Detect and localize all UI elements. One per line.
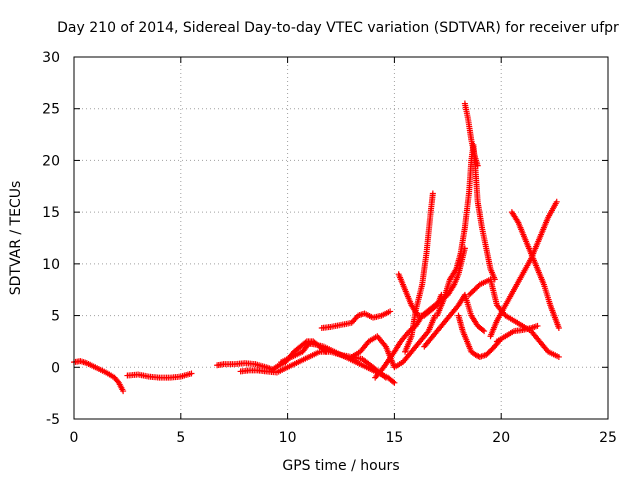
axis-ticks (73, 56, 609, 420)
data-point (553, 198, 560, 205)
y-axis-label: SDTVAR / TECUs (8, 181, 24, 296)
y-tick-label: 30 (42, 50, 60, 66)
x-tick-label: 0 (70, 430, 79, 446)
y-tick-label: -5 (46, 412, 60, 428)
series-arc16 (493, 322, 541, 345)
x-tick-label: 10 (279, 430, 297, 446)
data-point (429, 190, 436, 197)
data-point (479, 327, 486, 334)
series-arc6 (318, 308, 394, 331)
y-tick-label: 10 (42, 257, 60, 273)
data-point (555, 353, 562, 360)
series-arc12 (434, 141, 498, 319)
data-point (391, 379, 398, 386)
y-tick-label: 0 (51, 360, 60, 376)
tick-labels: 0 5 10 15 20 25 -5 0 5 10 15 20 25 30 (42, 50, 617, 446)
plot-frame (73, 56, 609, 420)
data-point (390, 378, 397, 385)
y-tick-label: 20 (42, 153, 60, 169)
data-point (555, 324, 562, 331)
series-arc18 (508, 209, 562, 331)
series-arc10 (402, 190, 436, 355)
data-point (475, 282, 482, 289)
x-tick-label: 20 (492, 430, 510, 446)
data-point (188, 370, 195, 377)
data-point (481, 328, 488, 335)
y-tick-label: 25 (42, 102, 60, 118)
data-point (304, 341, 311, 348)
data-points (71, 100, 562, 395)
y-tick-label: 5 (51, 309, 60, 325)
series-arc1 (71, 358, 127, 395)
data-point (120, 388, 127, 395)
y-tick-label: 15 (42, 205, 60, 221)
grid-lines (74, 57, 608, 419)
data-point (387, 308, 394, 315)
series-arc5 (278, 340, 398, 386)
chart-title: Day 210 of 2014, Sidereal Day-to-day VTE… (57, 20, 619, 36)
data-point (534, 322, 541, 329)
series-arc2 (124, 370, 195, 381)
x-axis-label: GPS time / hours (282, 458, 399, 474)
series-arc11 (421, 291, 488, 350)
series-arc13 (461, 100, 481, 169)
x-tick-label: 5 (176, 430, 185, 446)
x-tick-label: 25 (599, 430, 617, 446)
x-tick-label: 15 (385, 430, 403, 446)
series-arc14 (455, 312, 503, 360)
series-arc17 (487, 198, 560, 340)
data-point (474, 162, 481, 169)
